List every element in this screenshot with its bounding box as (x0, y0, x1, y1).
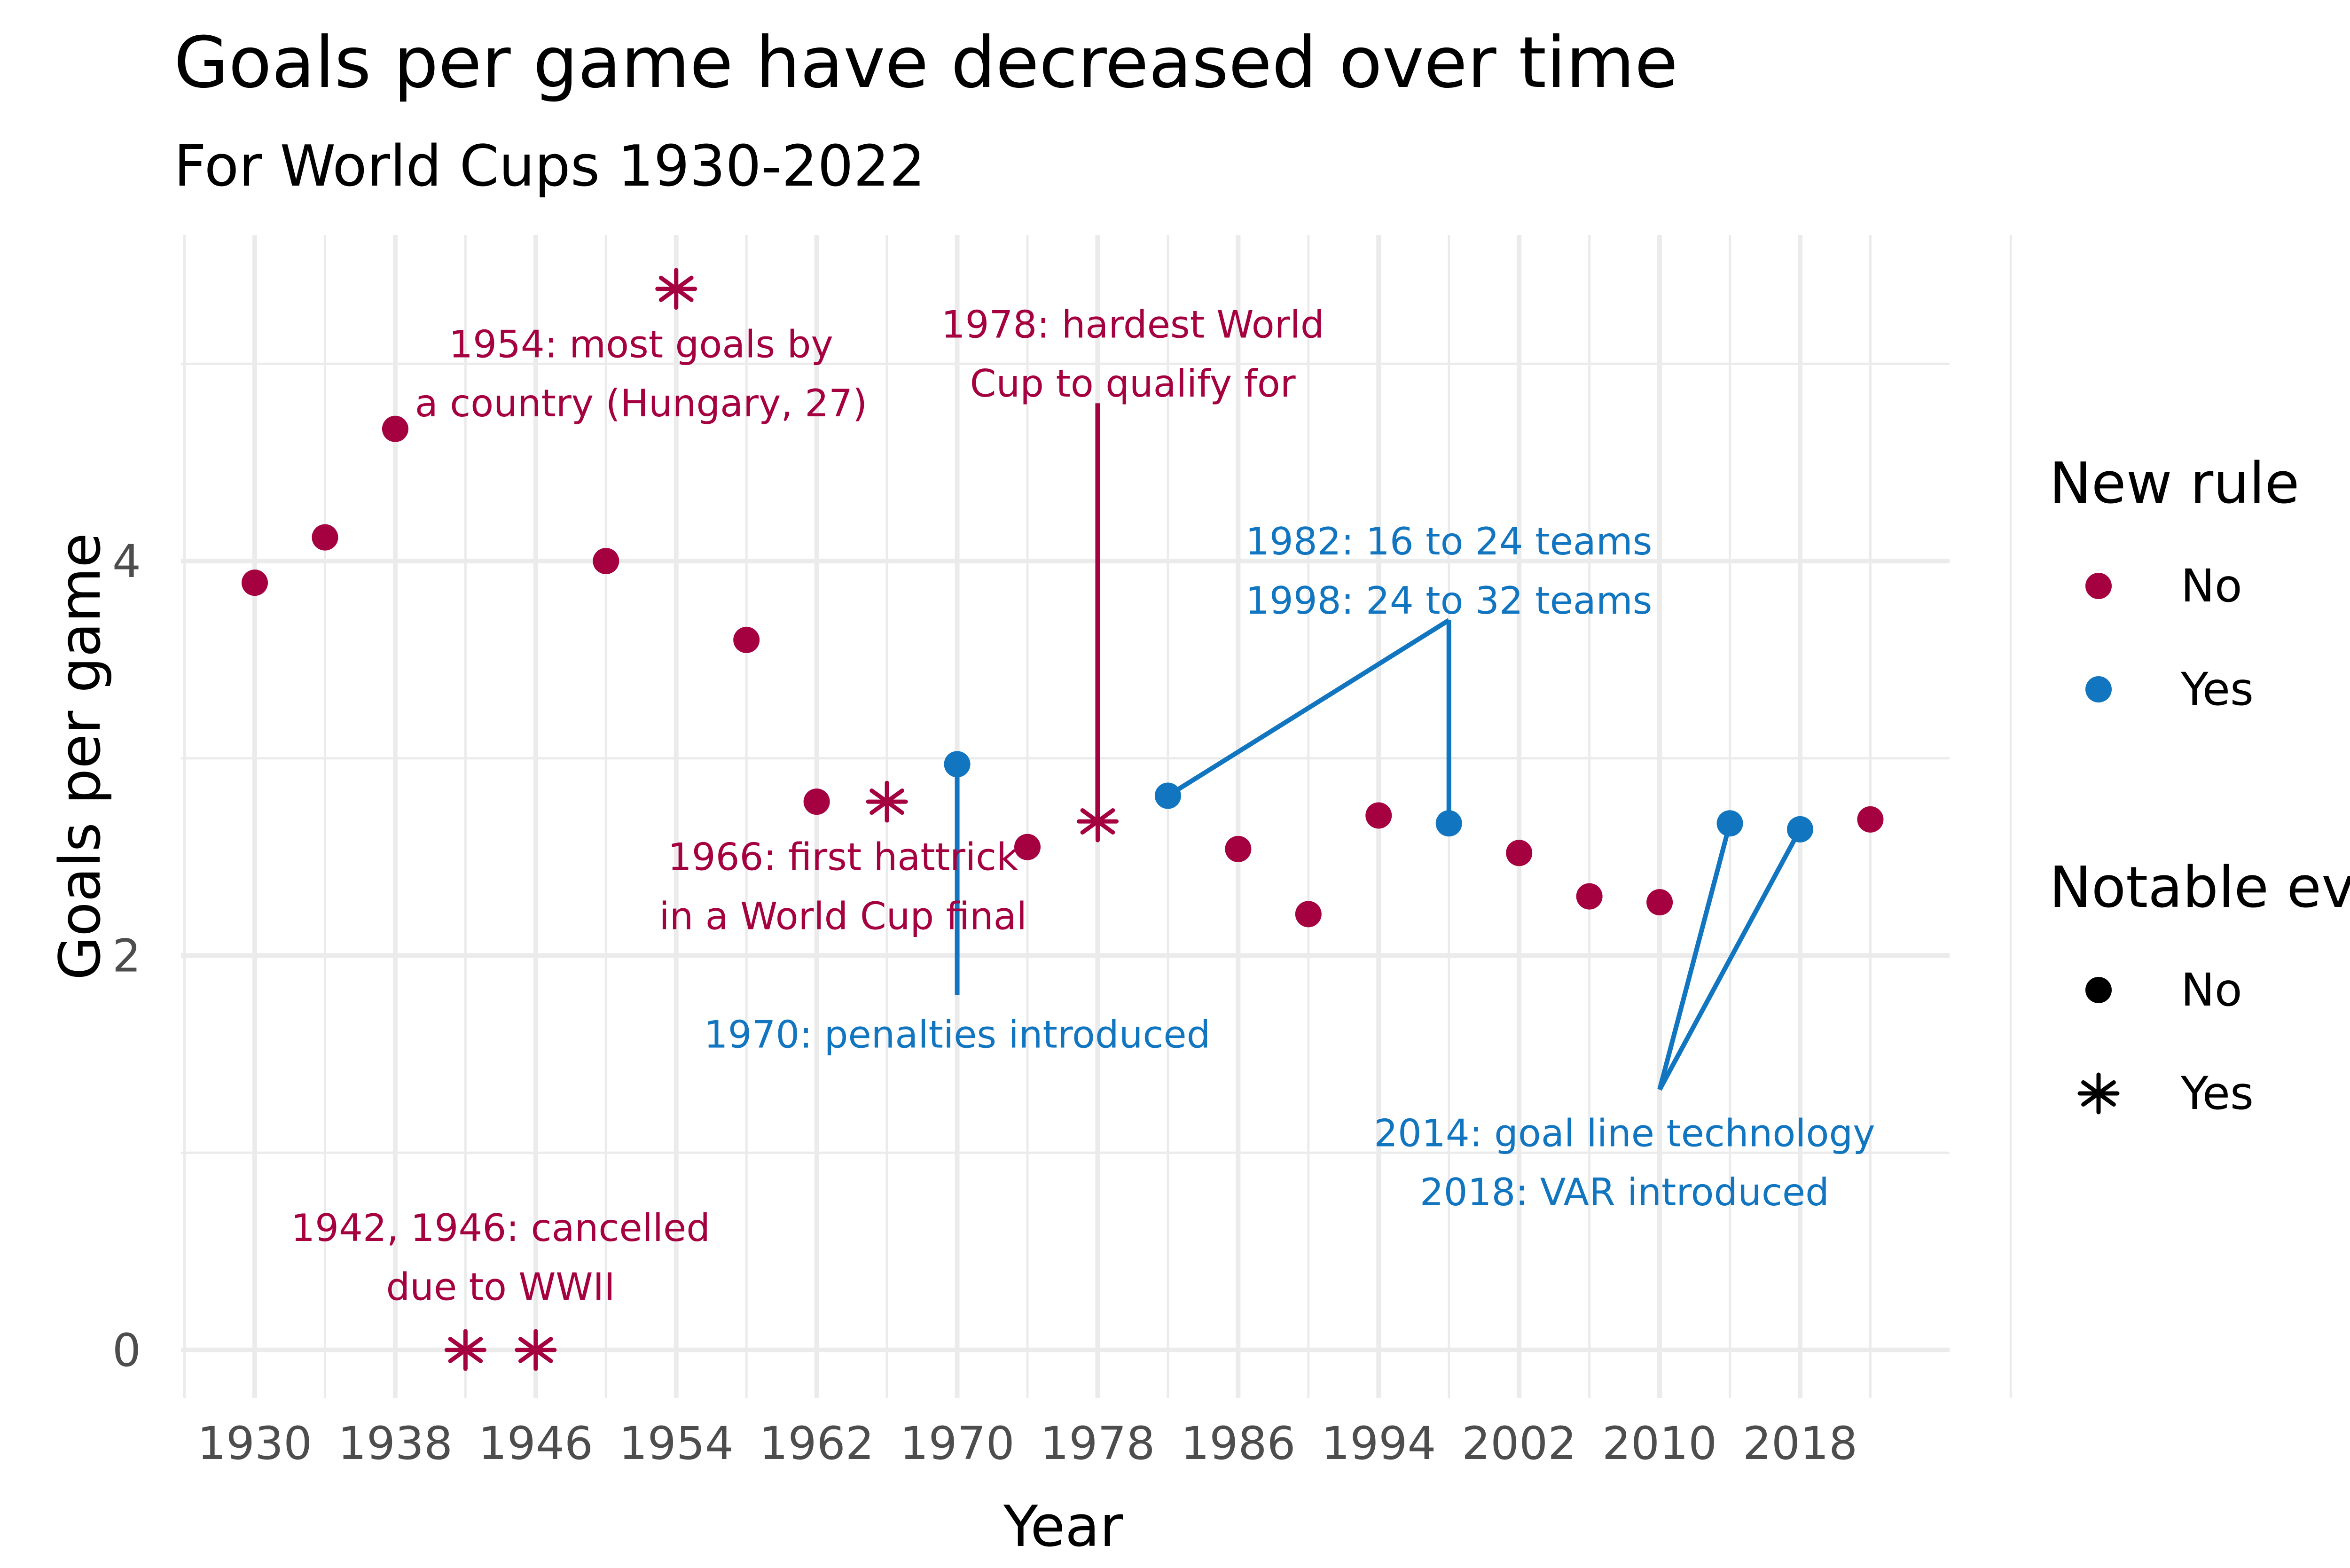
data-point (1716, 810, 1743, 837)
annotation-segment (1657, 828, 1802, 1091)
data-point (1646, 889, 1673, 916)
annotation-label: a country (Hungary, 27) (415, 382, 868, 425)
annotation-label: 2018: VAR introduced (1420, 1170, 1829, 1214)
annotation-segments (955, 403, 1802, 1091)
data-point-asterisk (515, 1329, 557, 1371)
x-tick-label: 1954 (619, 1417, 734, 1470)
data-points (242, 268, 1884, 1371)
annotation-segment (1657, 822, 1732, 1091)
annotation-label: 1998: 24 to 32 teams (1246, 579, 1652, 623)
x-axis-ticks: 1930 1938 1946 1954 1962 1970 1978 1986 1994 2002… (197, 1417, 1857, 1470)
annotation-label: due to WWII (386, 1265, 615, 1309)
legend-key (2085, 573, 2112, 599)
annotation-label: 2014: goal line technology (1374, 1111, 1875, 1155)
data-point (1787, 816, 1813, 843)
legend-title: Notable event (2049, 855, 2350, 921)
annotations: 1954: most goals by a country (Hungary, 2… (291, 303, 1875, 1309)
y-tick-label: 4 (112, 535, 141, 588)
x-axis-title: Year (1003, 1494, 1123, 1560)
chart-subtitle: For World Cups 1930-2022 (174, 134, 925, 199)
legend: New rule No Yes Notable event No Yes (2049, 451, 2350, 1120)
x-tick-label: 2018 (1743, 1417, 1857, 1470)
data-point-asterisk (655, 268, 697, 310)
y-tick-label: 0 (112, 1324, 141, 1377)
annotation-label: 1942, 1946: cancelled (291, 1206, 710, 1250)
legend-key-asterisk (2077, 1072, 2120, 1115)
data-point (1576, 883, 1603, 910)
data-point-asterisk (444, 1329, 486, 1371)
data-point (593, 548, 619, 574)
data-point (1365, 802, 1392, 829)
data-point (1857, 806, 1884, 833)
data-point (1014, 834, 1041, 860)
x-tick-label: 1962 (759, 1417, 874, 1470)
data-point-asterisk (1076, 800, 1119, 843)
annotation-label: in a World Cup final (659, 895, 1027, 938)
data-point (242, 569, 268, 596)
annotation-label: 1966: first hattrick (668, 835, 1018, 879)
data-point (1435, 810, 1462, 837)
chart-title: Goals per game have decreased over time (174, 22, 1678, 104)
legend-label: No (2181, 964, 2242, 1016)
annotation-label: 1978: hardest World (941, 303, 1324, 346)
x-tick-label: 1994 (1321, 1417, 1436, 1470)
x-tick-label: 1986 (1181, 1417, 1295, 1470)
annotation-label: 1982: 16 to 24 teams (1246, 520, 1652, 563)
x-tick-label: 1938 (338, 1417, 453, 1470)
y-axis-title: Goals per game (48, 533, 113, 980)
x-tick-label: 1978 (1040, 1417, 1155, 1470)
legend-label: Yes (2180, 663, 2254, 716)
annotation-label: Cup to qualify for (970, 362, 1296, 406)
data-point (803, 788, 830, 815)
data-point (1295, 901, 1322, 928)
data-point (944, 751, 971, 778)
data-point (312, 524, 338, 551)
data-point (1225, 835, 1252, 862)
legend-label: No (2181, 560, 2242, 612)
annotation-label: 1954: most goals by (449, 322, 833, 366)
legend-key (2085, 676, 2112, 702)
x-tick-label: 1946 (478, 1417, 593, 1470)
legend-key (2085, 977, 2112, 1003)
annotation-label: 1970: penalties introduced (704, 1013, 1211, 1056)
data-point (1154, 782, 1181, 809)
x-tick-label: 1970 (900, 1417, 1014, 1470)
x-tick-label: 2002 (1462, 1417, 1576, 1470)
data-point (733, 626, 760, 653)
x-tick-label: 1930 (197, 1417, 312, 1470)
y-axis-ticks: 0 2 4 (112, 535, 141, 1377)
y-tick-label: 2 (112, 930, 141, 983)
legend-title: New rule (2049, 451, 2299, 516)
legend-label: Yes (2180, 1067, 2254, 1120)
x-tick-label: 2010 (1602, 1417, 1717, 1470)
data-point (382, 415, 408, 442)
data-point-asterisk (866, 780, 908, 823)
data-point (1506, 840, 1533, 866)
annotation-segment (1167, 618, 1450, 798)
